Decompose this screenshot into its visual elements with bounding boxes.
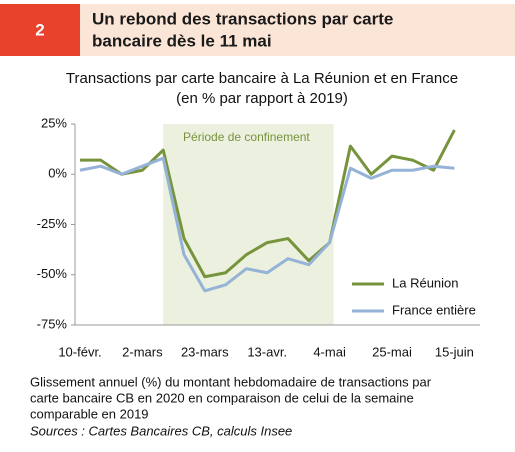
x-tick-label: 15-juin: [435, 344, 474, 359]
header-title: bancaire dès le 11 mai: [92, 31, 272, 50]
header-number-box: [0, 4, 80, 56]
y-tick-label: -50%: [37, 266, 68, 281]
header-band: [0, 4, 515, 56]
caption: Glissement annuel (%) du montant hebdoma…: [30, 374, 432, 389]
y-tick-label: -25%: [37, 216, 68, 231]
x-tick-label: 25-mai: [372, 344, 412, 359]
series-line: [80, 129, 456, 279]
span-label: Période de confinement: [183, 130, 310, 144]
x-tick-label: 2-mars: [122, 344, 163, 359]
source: Sources : Cartes Bancaires CB, calculs I…: [30, 423, 292, 438]
x-tick-label: 4-mai: [313, 344, 346, 359]
x-tick-label: 23-mars: [181, 344, 229, 359]
x-tick-label: 10-févr.: [58, 344, 101, 359]
y-tick-label: -75%: [37, 316, 68, 331]
legend-label: France entière: [392, 302, 476, 317]
series-line: [79, 156, 455, 293]
shaded-span: [163, 124, 334, 325]
y-tick-label: 25%: [41, 115, 67, 130]
y-tick-label: 0%: [48, 166, 67, 181]
header-number: 2: [35, 20, 44, 39]
header-title: Un rebond des transactions par carte: [92, 9, 393, 28]
chart-title: Transactions par carte bancaire à La Réu…: [66, 70, 458, 87]
caption: comparable en 2019: [30, 406, 149, 421]
chart-subtitle: (en % par rapport à 2019): [176, 90, 348, 107]
caption: carte bancaire CB en 2020 en comparaison…: [30, 390, 414, 405]
legend-label: La Réunion: [392, 275, 459, 290]
x-tick-label: 13-avr.: [247, 344, 287, 359]
